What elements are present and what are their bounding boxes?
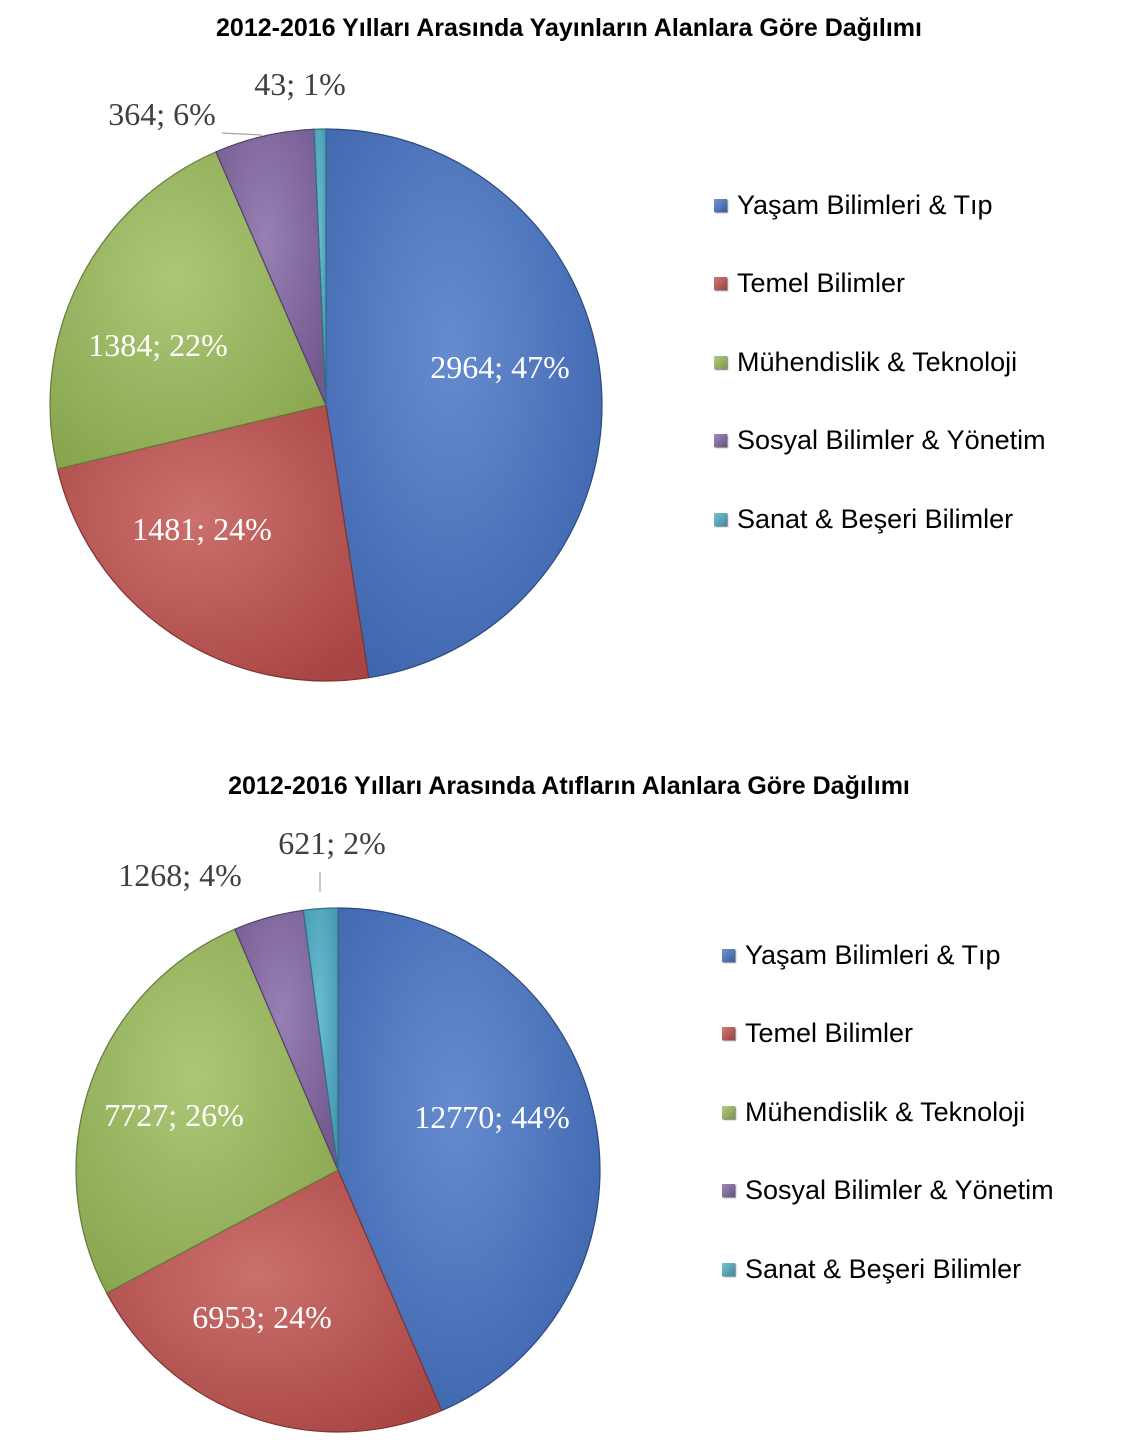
data-label: 621; 2% — [278, 825, 386, 861]
legend-swatch — [722, 1027, 735, 1041]
legend-label: Mühendislik & Teknoloji — [737, 346, 1018, 377]
legend-item: Sanat & Beşeri Bilimler — [714, 480, 1046, 559]
pie-slice — [49, 151, 327, 470]
data-label: 7727; 26% — [104, 1097, 244, 1133]
data-label: 1384; 22% — [88, 327, 228, 363]
legend-label: Sanat & Beşeri Bilimler — [737, 503, 1014, 534]
pie-slice — [75, 928, 339, 1294]
publications-legend: Yaşam Bilimleri & Tıp Temel Bilimler Mühen… — [714, 166, 1046, 559]
legend-item: Sanat & Beşeri Bilimler — [722, 1230, 1054, 1309]
legend-item: Temel Bilimler — [722, 995, 1054, 1074]
pie-slice — [337, 907, 601, 1412]
data-label: 12770; 44% — [414, 1099, 570, 1135]
legend-label: Sanat & Beşeri Bilimler — [745, 1253, 1022, 1284]
legend-swatch — [714, 277, 727, 291]
legend-item: Temel Bilimler — [714, 245, 1046, 324]
legend-swatch — [714, 512, 727, 526]
chart-title: 2012-2016 Yılları Arasında Yayınların Al… — [216, 14, 922, 42]
legend-label: Temel Bilimler — [737, 268, 906, 299]
citations-legend: Yaşam Bilimleri & Tıp Temel Bilimler Mühen… — [722, 916, 1054, 1309]
legend-item: Yaşam Bilimleri & Tıp — [714, 166, 1046, 245]
legend-label: Yaşam Bilimleri & Tıp — [737, 189, 993, 220]
citations-chart: 2012-2016 Yılları Arasında Atıfların Ala… — [0, 740, 1138, 1452]
legend-swatch — [722, 1262, 735, 1276]
citations-pie: 12770; 44% 6953; 24% 7727; 26% 1268; 4% 621;… — [75, 825, 601, 1433]
legend-label: Mühendislik & Teknoloji — [745, 1096, 1026, 1127]
legend-swatch — [714, 434, 727, 448]
legend-label: Temel Bilimler — [745, 1018, 914, 1049]
pie-slice — [325, 128, 603, 679]
legend-item: Mühendislik & Teknoloji — [714, 323, 1046, 402]
pie-slice — [302, 907, 339, 1171]
publications-pie: 2964; 47% 1481; 24% 1384; 22% 364; 6% 43; 1% — [49, 66, 603, 682]
legend-item: Sosyal Bilimler & Yönetim — [722, 1152, 1054, 1231]
legend-item: Mühendislik & Teknoloji — [722, 1073, 1054, 1152]
pie-slice — [56, 404, 370, 682]
data-label: 6953; 24% — [192, 1299, 332, 1335]
data-label: 2964; 47% — [430, 349, 570, 385]
legend-swatch — [714, 355, 727, 369]
legend-swatch — [722, 948, 735, 962]
leader-line — [221, 132, 263, 136]
legend-swatch — [722, 1184, 735, 1198]
data-label: 1268; 4% — [118, 857, 242, 893]
publications-chart: 2012-2016 Yılları Arasında Yayınların Al… — [0, 0, 1138, 720]
legend-item: Yaşam Bilimleri & Tıp — [722, 916, 1054, 995]
legend-item: Sosyal Bilimler & Yönetim — [714, 402, 1046, 481]
legend-label: Sosyal Bilimler & Yönetim — [737, 425, 1046, 456]
pie-slice — [313, 128, 327, 406]
legend-label: Sosyal Bilimler & Yönetim — [745, 1175, 1054, 1206]
data-label: 364; 6% — [108, 96, 216, 132]
legend-swatch — [714, 198, 727, 212]
data-label: 1481; 24% — [132, 511, 272, 547]
data-label: 43; 1% — [254, 66, 346, 102]
pie-slice — [105, 1169, 443, 1433]
legend-label: Yaşam Bilimleri & Tıp — [745, 939, 1001, 970]
legend-swatch — [722, 1105, 735, 1119]
chart-title: 2012-2016 Yılları Arasında Atıfların Ala… — [228, 772, 910, 800]
